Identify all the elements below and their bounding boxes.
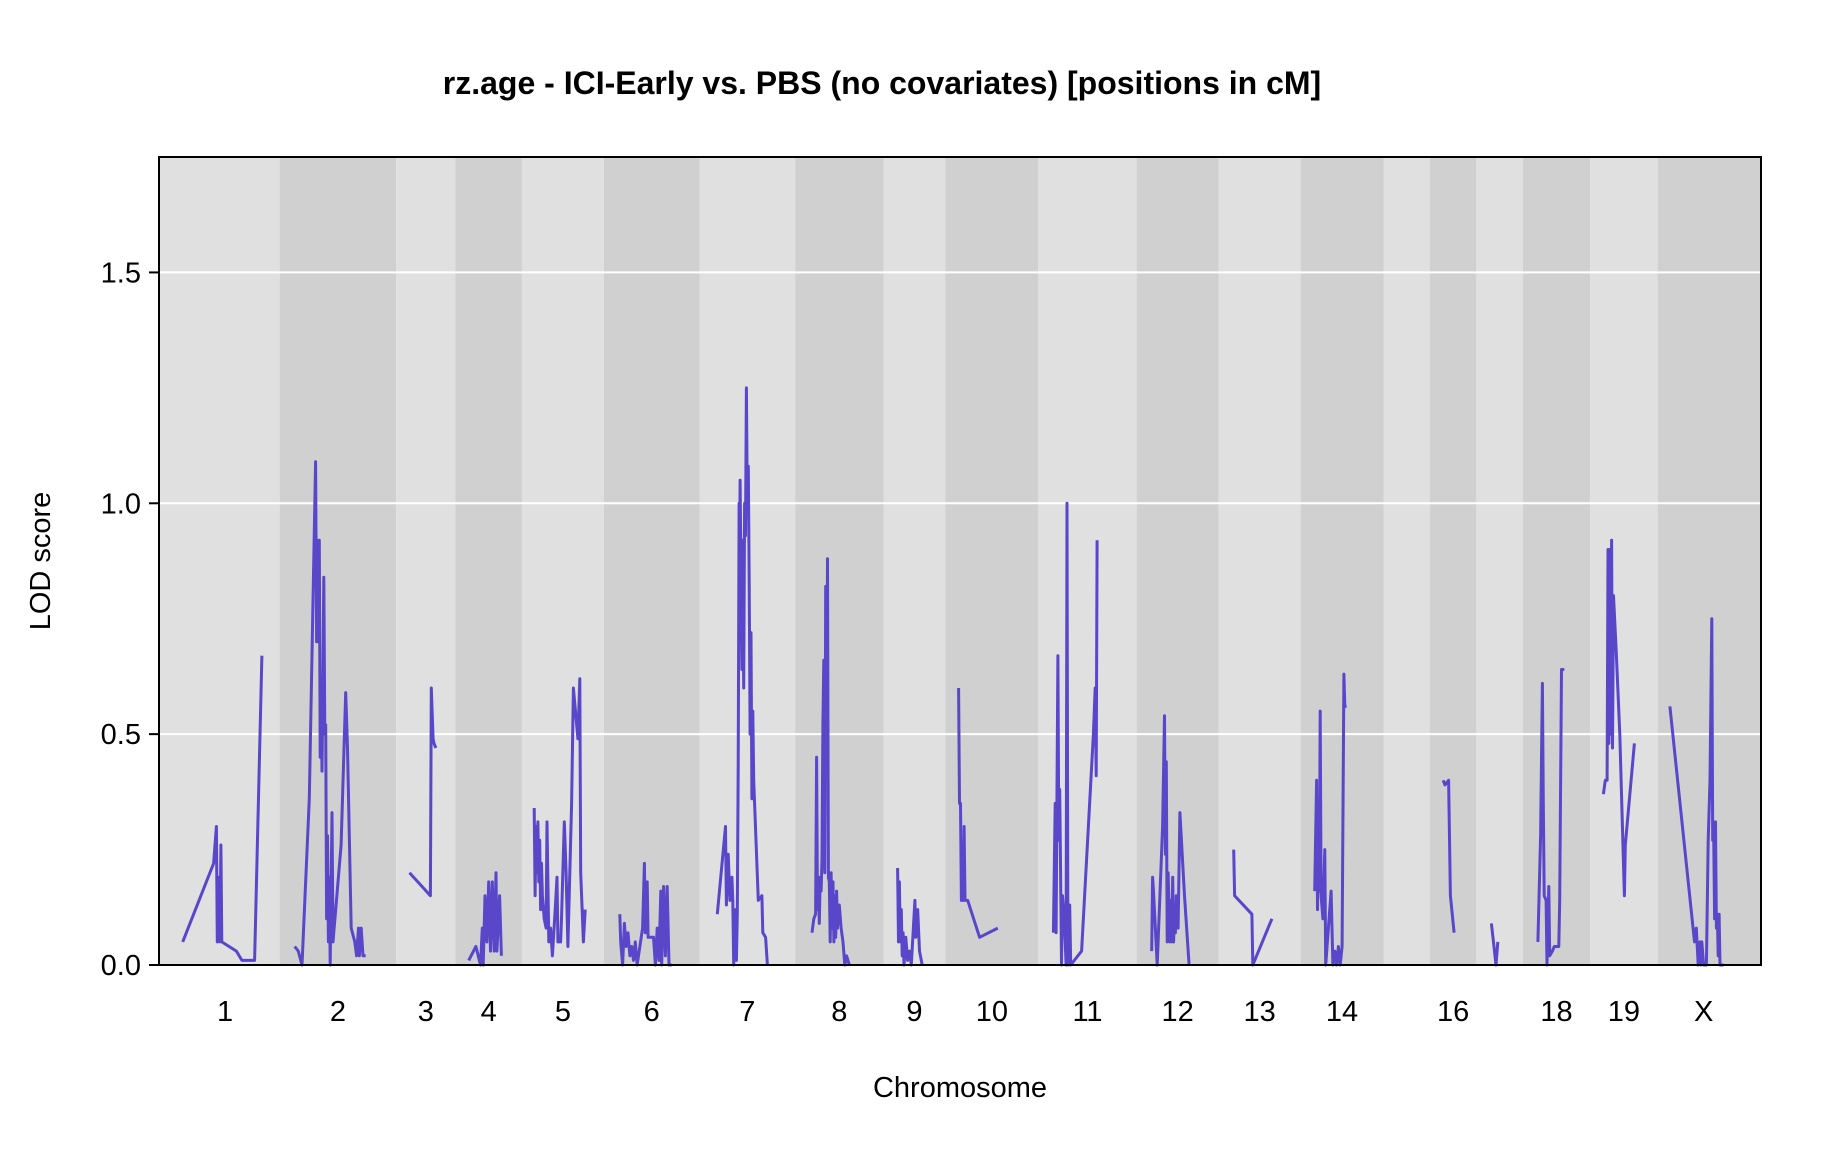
- x-tick-label: 16: [1437, 996, 1469, 1028]
- chromosome-band-17: [1476, 157, 1523, 965]
- x-tick-label: 8: [831, 996, 847, 1028]
- plot-frame: [158, 156, 1762, 966]
- lod-line-chr-3: [408, 686, 438, 898]
- lod-line-chr-8: [810, 557, 851, 967]
- lod-line-chr-9: [896, 867, 924, 967]
- x-tick-label: 4: [481, 996, 497, 1028]
- x-tick-label: 11: [1072, 996, 1102, 1028]
- x-tick-label: 12: [1162, 996, 1194, 1028]
- chromosome-band-2: [279, 157, 397, 965]
- x-tick-label: 7: [739, 996, 755, 1028]
- y-axis-label: LOD score: [25, 492, 57, 631]
- chromosome-band-4: [455, 157, 522, 965]
- y-tick-label: 0.5: [101, 719, 141, 751]
- chromosome-band-15: [1383, 157, 1430, 965]
- x-tick-label: 19: [1608, 996, 1640, 1028]
- chromosome-band-8: [795, 157, 884, 965]
- chromosome-band-9: [883, 157, 946, 965]
- lod-line-chr-4: [467, 871, 503, 967]
- y-axis: 0.0 0.5 1.0 1.5: [101, 257, 159, 982]
- lod-line-chr-16: [1441, 778, 1456, 933]
- x-tick-label: 5: [555, 996, 571, 1028]
- x-tick-label: 6: [644, 996, 660, 1028]
- x-tick-label: 14: [1326, 996, 1358, 1028]
- x-tick-label: 18: [1540, 996, 1572, 1028]
- chromosome-band-1: [159, 157, 280, 965]
- lod-line-chr-19: [1601, 538, 1636, 898]
- chart-title: rz.age - ICI-Early vs. PBS (no covariate…: [443, 65, 1321, 101]
- chromosome-band-10: [945, 157, 1039, 965]
- chromosome-band-3: [396, 157, 456, 965]
- lod-line-chr-14: [1313, 672, 1347, 967]
- x-tick-label: 3: [418, 996, 434, 1028]
- lod-line-chr-x: [1668, 617, 1724, 967]
- lod-line-chr-10: [957, 687, 999, 939]
- y-tick-label: 1.0: [101, 488, 141, 520]
- lod-line-chr-5: [532, 677, 587, 958]
- x-tick-label: 2: [330, 996, 346, 1028]
- x-tick-label: 13: [1244, 996, 1276, 1028]
- lod-line-chr-7: [715, 386, 769, 967]
- lod-series: [181, 386, 1724, 967]
- lod-line-chr-1: [181, 655, 264, 962]
- x-tick-label: 1: [217, 996, 233, 1028]
- chromosome-band-13: [1218, 157, 1301, 965]
- x-axis: 1 2 3 4 5 6 7 8 9 10 11 12 13 14 16 18 19 X: [217, 996, 1713, 1028]
- lod-line-chr-18: [1536, 668, 1565, 967]
- x-tick-label: 10: [976, 996, 1008, 1028]
- lod-line-chr-6: [618, 861, 672, 967]
- chromosome-band-18: [1522, 157, 1591, 965]
- x-axis-label: Chromosome: [873, 1072, 1047, 1104]
- chromosome-band-16: [1429, 157, 1477, 965]
- y-tick-label: 0.0: [101, 950, 141, 982]
- lod-line-chr-13: [1232, 849, 1274, 967]
- x-tick-label: X: [1694, 996, 1713, 1028]
- chromosome-band-12: [1136, 157, 1219, 965]
- chromosome-band-7: [699, 157, 796, 965]
- chromosome-band-6: [603, 157, 700, 965]
- lod-line-chr-12: [1150, 714, 1191, 967]
- lod-line-chr-2: [293, 460, 366, 967]
- lod-line-chr-11: [1051, 501, 1099, 967]
- y-tick-label: 1.5: [101, 257, 141, 289]
- x-tick-label: 9: [906, 996, 922, 1028]
